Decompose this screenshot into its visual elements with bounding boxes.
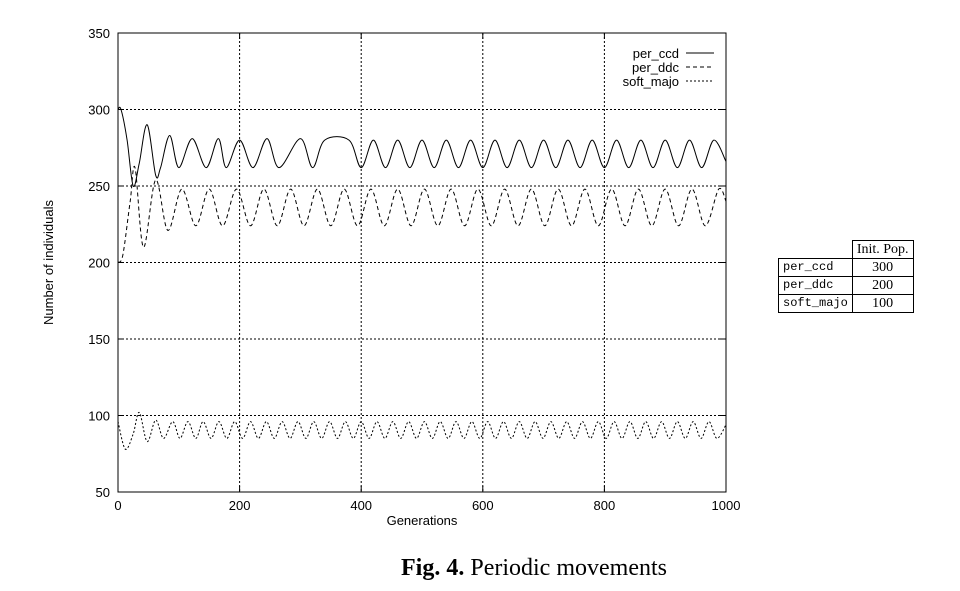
y-tick-label: 200 — [88, 256, 110, 271]
series-lines — [117, 106, 727, 450]
figure-caption: Fig. 4. Periodic movements — [0, 555, 960, 582]
table-cell-value: 100 — [851, 294, 914, 313]
grid-lines — [118, 33, 726, 492]
series-line-per-ccd — [117, 106, 727, 188]
x-tick-label: 600 — [472, 498, 494, 513]
x-axis-label: Generations — [387, 513, 458, 528]
table-header-init-pop: Init. Pop. — [851, 240, 914, 259]
y-tick-label: 250 — [88, 179, 110, 194]
x-tick-label: 800 — [594, 498, 616, 513]
x-tick-label: 0 — [114, 498, 121, 513]
initial-population-table: Init. Pop. per_ccd 300 per_ddc 200 soft_… — [778, 240, 914, 313]
table-header-row: Init. Pop. — [779, 240, 914, 259]
y-tick-labels: 50 100 150 200 250 300 350 — [88, 26, 110, 500]
table-cell-strategy: per_ccd — [778, 258, 853, 277]
table-row: soft_majo 100 — [778, 294, 914, 313]
table-row: per_ccd 300 — [778, 258, 914, 277]
x-tick-label: 400 — [350, 498, 372, 513]
table-cell-value: 200 — [851, 276, 914, 295]
y-tick-label: 350 — [88, 26, 110, 41]
y-tick-label: 150 — [88, 332, 110, 347]
table-row: per_ddc 200 — [778, 276, 914, 295]
y-axis-label: Number of individuals — [41, 200, 56, 326]
tick-marks — [117, 32, 727, 493]
table-cell-strategy: per_ddc — [778, 276, 853, 295]
legend-label: soft_majo — [623, 74, 679, 89]
x-tick-labels: 0 200 400 600 800 1000 — [114, 498, 740, 513]
caption-text: Periodic movements — [470, 555, 667, 581]
caption-label: Fig. 4. — [401, 555, 465, 581]
legend-label: per_ddc — [632, 60, 679, 75]
table-corner-cell — [779, 241, 853, 259]
y-tick-label: 100 — [88, 409, 110, 424]
series-line-per-ddc — [117, 165, 727, 263]
y-tick-label: 50 — [96, 485, 110, 500]
y-tick-label: 300 — [88, 103, 110, 118]
x-tick-label: 200 — [229, 498, 251, 513]
table-cell-strategy: soft_majo — [778, 294, 853, 313]
legend-label: per_ccd — [633, 46, 679, 61]
series-line-soft-majo — [117, 411, 727, 450]
table-cell-value: 300 — [851, 258, 914, 277]
x-tick-label: 1000 — [712, 498, 741, 513]
